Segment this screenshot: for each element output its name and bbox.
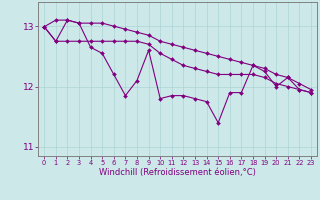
- X-axis label: Windchill (Refroidissement éolien,°C): Windchill (Refroidissement éolien,°C): [99, 168, 256, 177]
